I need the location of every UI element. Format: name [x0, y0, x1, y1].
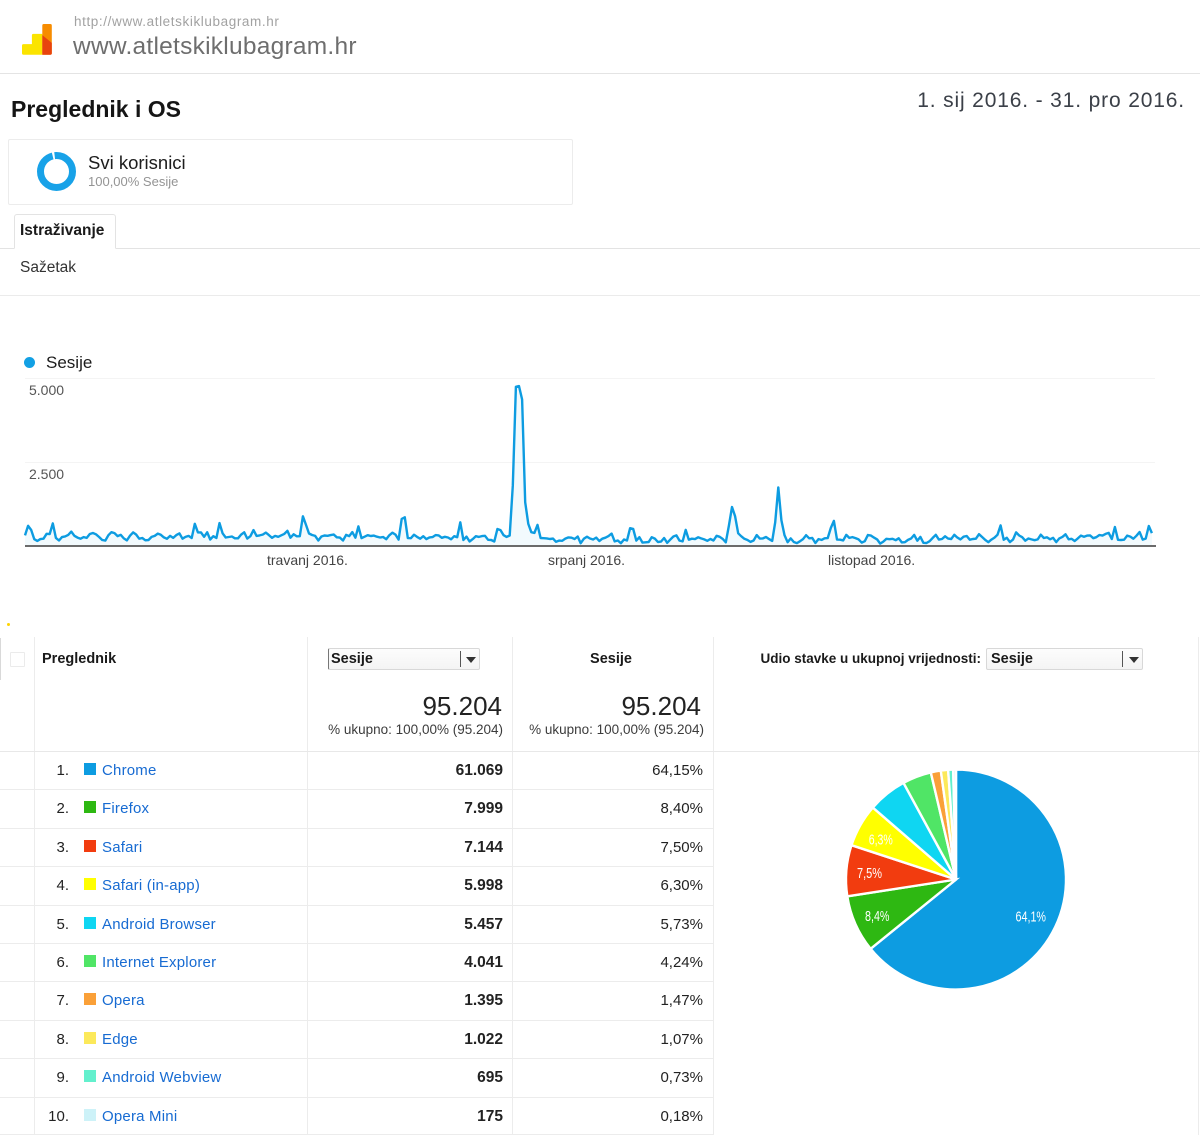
svg-text:64,1%: 64,1%	[1016, 908, 1047, 925]
svg-text:8,4%: 8,4%	[865, 908, 890, 925]
svg-text:6,3%: 6,3%	[869, 831, 893, 848]
svg-text:7,5%: 7,5%	[857, 865, 882, 882]
